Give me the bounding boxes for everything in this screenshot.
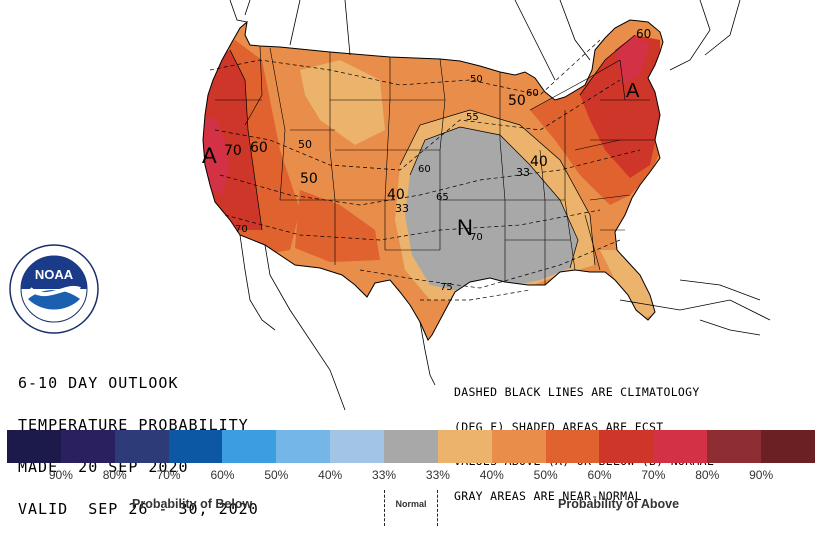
contour-label: 40	[387, 187, 405, 203]
normal-caption: Normal	[395, 499, 427, 509]
outlook-map: A A N 70 60 50 40 33 40 33 50 60 50 50 5…	[202, 0, 771, 411]
legend-swatch	[222, 430, 277, 463]
legend-swatch	[330, 430, 385, 463]
legend-tick-label: 33%	[425, 468, 450, 482]
probability-contours	[229, 34, 636, 269]
legend-tick-label: 90%	[749, 468, 774, 482]
below-caption: Probability of Below	[132, 497, 253, 511]
legend-tick-label: 70%	[156, 468, 181, 482]
legend-tick-label: 50%	[264, 468, 289, 482]
legend-tick-label: 33%	[372, 468, 397, 482]
climatology-labels: 50 55 60 65 70 75 70 60	[235, 74, 539, 293]
climatology-label: 60	[418, 164, 431, 175]
climatology-lines	[209, 39, 641, 301]
contour-label: 50	[508, 93, 526, 109]
noaa-logo-text: NOAA	[35, 267, 74, 282]
region-label-above-west: A	[202, 143, 217, 168]
legend-swatch	[276, 430, 331, 463]
neighbor-borders	[229, 0, 771, 411]
noaa-logo: NOAA	[9, 244, 99, 334]
contour-label: 60	[636, 27, 651, 41]
legend-tick-label: 90%	[48, 468, 73, 482]
legend-tick-label: 80%	[102, 468, 127, 482]
legend-tick-label: 70%	[641, 468, 666, 482]
legend-swatch	[707, 430, 762, 463]
valid-dates: VALID SEP 26 - 30, 2020	[18, 500, 259, 518]
legend-tick-label: 60%	[587, 468, 612, 482]
state-borders	[215, 45, 655, 285]
climatology-label: 75	[440, 282, 453, 293]
title-line: 6-10 DAY OUTLOOK	[18, 374, 179, 392]
legend-swatch	[384, 430, 438, 463]
region-label-normal: N	[457, 215, 473, 240]
climatology-label: 60	[526, 88, 539, 99]
note-line: DASHED BLACK LINES ARE CLIMATOLOGY	[454, 385, 700, 399]
legend-swatch	[599, 430, 654, 463]
contour-label: 60	[250, 140, 268, 156]
contour-labels: 70 60 50 40 33 40 33 50 60 50	[224, 27, 651, 215]
legend-swatch	[60, 430, 115, 463]
legend-tick-label: 60%	[210, 468, 235, 482]
contour-label: 50	[298, 138, 312, 151]
color-legend	[7, 430, 815, 463]
note-line: GRAY AREAS ARE NEAR-NORMAL	[454, 488, 642, 503]
legend-tick-labels: 90% 80% 70% 60% 50% 40% 33% 33% 40% 50% 60% 70% 80% 9…	[0, 468, 826, 484]
contour-label: 70	[224, 143, 242, 159]
legend-swatch	[653, 430, 708, 463]
climatology-label: 70	[470, 232, 483, 243]
probability-shading	[203, 20, 663, 340]
legend-swatch	[7, 430, 61, 463]
legend-swatch	[168, 430, 223, 463]
climatology-label: 65	[436, 192, 449, 203]
climatology-label: 50	[470, 74, 483, 85]
legend-tick-label: 40%	[318, 468, 343, 482]
title-line: TEMPERATURE PROBABILITY	[18, 416, 249, 434]
us-boundary	[202, 19, 664, 341]
above-caption: Probability of Above	[558, 497, 680, 511]
legend-tick-label: 40%	[479, 468, 504, 482]
note-line: (DEG F) SHADED AREAS ARE FCST	[454, 419, 664, 434]
outlook-title-block: 6-10 DAY OUTLOOK TEMPERATURE PROBABILITY…	[18, 348, 259, 530]
legend-swatch	[491, 430, 546, 463]
climatology-label: 55	[466, 112, 479, 123]
contour-label: 33	[395, 202, 409, 215]
contour-label: 40	[530, 154, 548, 170]
region-label-above-east: A	[626, 80, 640, 102]
legend-tick-label: 80%	[695, 468, 720, 482]
climatology-label: 70	[235, 224, 248, 235]
legend-swatch	[545, 430, 600, 463]
legend-swatch	[761, 430, 815, 463]
contour-label: 50	[300, 171, 318, 187]
legend-swatch	[114, 430, 169, 463]
made-date: MADE 20 SEP 2020	[18, 458, 189, 476]
normal-caption-box: Normal	[384, 490, 438, 526]
contour-label: 33	[516, 166, 530, 179]
legend-swatch	[437, 430, 492, 463]
legend-tick-label: 50%	[533, 468, 558, 482]
